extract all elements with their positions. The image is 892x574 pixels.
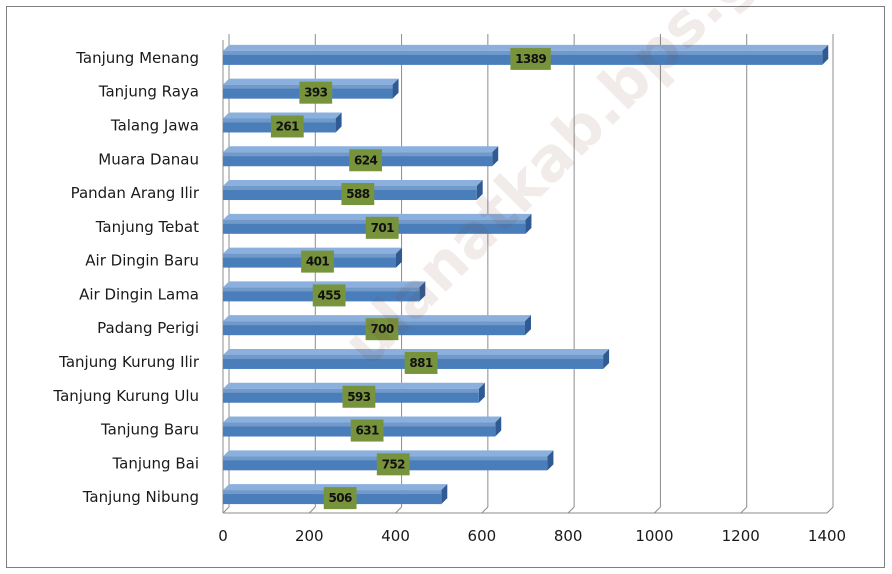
chart-frame: 0 200 400 600 800 1000 1200 1400 1389 393 261 624 5… xyxy=(6,6,885,568)
data-label-box-tanjung-kurung-ulu xyxy=(342,385,376,408)
data-label-tanjung-bai: 752 xyxy=(382,457,405,471)
bar-end-tanjung-menang xyxy=(822,44,829,65)
data-label-pandan-arang-ilir: 588 xyxy=(346,187,369,201)
data-label-box-muara-danau xyxy=(349,149,383,172)
bar-group-tanjung-nibung: 506 xyxy=(223,484,448,510)
data-label-box-tanjung-raya xyxy=(299,81,333,104)
bars: 1389 393 261 624 588 701 401 455 700 881 593 631 752… xyxy=(223,44,829,510)
data-label-box-tanjung-kurung-ilir xyxy=(404,351,438,374)
bar-end-tanjung-nibung xyxy=(441,484,448,505)
category-label-muara-danau: Muara Danau xyxy=(98,150,199,168)
gridline-floor-1000 xyxy=(654,506,661,514)
bar-end-pandan-arang-ilir xyxy=(476,180,483,201)
x-tick-label-0: 0 xyxy=(218,527,228,545)
bar-end-talang-jawa xyxy=(335,112,342,133)
bar-group-muara-danau: 624 xyxy=(223,146,499,172)
data-label-box-talang-jawa xyxy=(270,115,304,138)
bar-group-talang-jawa: 261 xyxy=(223,112,342,138)
bar-end-tanjung-kurung-ulu xyxy=(478,382,485,403)
category-label-air-dingin-lama: Air Dingin Lama xyxy=(79,285,199,303)
x-tick-label-200: 200 xyxy=(295,527,324,545)
data-label-tanjung-baru: 631 xyxy=(355,424,378,438)
category-label-padang-perigi: Padang Perigi xyxy=(97,319,199,337)
bar-group-pandan-arang-ilir: 588 xyxy=(223,180,483,206)
gridline-floor-800 xyxy=(567,506,575,514)
data-label-muara-danau: 624 xyxy=(354,153,377,167)
category-label-tanjung-bai: Tanjung Bai xyxy=(112,454,200,472)
data-label-talang-jawa: 261 xyxy=(276,119,299,133)
bar-group-tanjung-tebat: 701 xyxy=(223,213,532,239)
category-label-tanjung-kurung-ilir: Tanjung Kurung Ilir xyxy=(58,353,200,371)
bar-end-air-dingin-lama xyxy=(419,281,426,302)
category-label-talang-jawa: Talang Jawa xyxy=(110,116,199,134)
bar-group-tanjung-raya: 393 xyxy=(223,78,399,104)
bar-end-muara-danau xyxy=(492,146,499,167)
data-label-box-padang-perigi xyxy=(365,318,399,341)
bar-group-tanjung-menang: 1389 xyxy=(223,44,829,70)
data-label-tanjung-kurung-ulu: 593 xyxy=(347,390,370,404)
bar-group-air-dingin-lama: 455 xyxy=(223,281,426,307)
x-tick-label-800: 800 xyxy=(554,527,583,545)
data-label-box-tanjung-baru xyxy=(350,419,384,442)
data-label-box-air-dingin-lama xyxy=(312,284,346,307)
bar-group-padang-perigi: 700 xyxy=(223,315,531,341)
category-label-pandan-arang-ilir: Pandan Arang Ilir xyxy=(71,184,200,202)
data-label-box-tanjung-nibung xyxy=(323,487,357,510)
bar-group-tanjung-bai: 752 xyxy=(223,450,554,476)
gridline-floor-600 xyxy=(481,506,489,514)
data-label-tanjung-nibung: 506 xyxy=(329,491,352,505)
data-label-air-dingin-baru: 401 xyxy=(306,255,329,269)
bar-end-air-dingin-baru xyxy=(396,247,403,268)
category-label-tanjung-kurung-ulu: Tanjung Kurung Ulu xyxy=(52,387,199,405)
bar-chart: 0 200 400 600 800 1000 1200 1400 1389 393 261 624 5… xyxy=(52,34,846,545)
gridline-floor-400 xyxy=(395,506,402,514)
gridline-floor-200 xyxy=(308,506,316,514)
data-label-tanjung-menang: 1389 xyxy=(515,52,546,66)
x-tick-label-600: 600 xyxy=(468,527,497,545)
gridline-floor-1400 xyxy=(826,506,834,514)
bar-end-padang-perigi xyxy=(525,315,531,336)
bar-end-tanjung-kurung-ilir xyxy=(603,348,610,369)
x-tick-label-1200: 1200 xyxy=(722,527,760,545)
data-label-tanjung-kurung-ilir: 881 xyxy=(409,356,432,370)
x-tick-label-1000: 1000 xyxy=(635,527,673,545)
data-label-box-tanjung-tebat xyxy=(365,216,399,239)
data-label-box-tanjung-menang xyxy=(510,47,551,70)
category-label-tanjung-menang: Tanjung Menang xyxy=(75,49,199,67)
data-label-box-tanjung-bai xyxy=(376,453,410,476)
x-axis-ticks: 0 200 400 600 800 1000 1200 1400 xyxy=(218,527,846,545)
bar-group-tanjung-kurung-ilir: 881 xyxy=(223,348,610,374)
gridlines xyxy=(222,34,834,514)
category-label-tanjung-tebat: Tanjung Tebat xyxy=(95,218,199,236)
data-label-tanjung-raya: 393 xyxy=(304,86,327,100)
gridline-floor-0 xyxy=(222,506,230,514)
data-label-tanjung-tebat: 701 xyxy=(371,221,394,235)
bar-end-tanjung-raya xyxy=(392,78,399,99)
gridline-floor-1200 xyxy=(740,506,748,514)
data-label-box-pandan-arang-ilir xyxy=(341,183,375,206)
x-tick-label-1400: 1400 xyxy=(808,527,846,545)
category-labels: Tanjung Menang Tanjung Raya Talang Jawa Mua… xyxy=(52,49,199,506)
category-label-tanjung-raya: Tanjung Raya xyxy=(98,83,199,101)
data-label-box-air-dingin-baru xyxy=(301,250,334,273)
bar-end-tanjung-baru xyxy=(495,416,502,437)
data-label-air-dingin-lama: 455 xyxy=(318,288,341,302)
data-label-padang-perigi: 700 xyxy=(370,322,393,336)
bar-group-tanjung-kurung-ulu: 593 xyxy=(223,382,485,408)
bar-group-tanjung-baru: 631 xyxy=(223,416,502,442)
bar-end-tanjung-tebat xyxy=(525,213,532,234)
category-label-air-dingin-baru: Air Dingin Baru xyxy=(85,252,199,270)
x-tick-label-400: 400 xyxy=(381,527,410,545)
bar-end-tanjung-bai xyxy=(547,450,554,471)
bar-group-air-dingin-baru: 401 xyxy=(223,247,403,273)
category-label-tanjung-nibung: Tanjung Nibung xyxy=(82,488,199,506)
category-label-tanjung-baru: Tanjung Baru xyxy=(100,421,199,439)
